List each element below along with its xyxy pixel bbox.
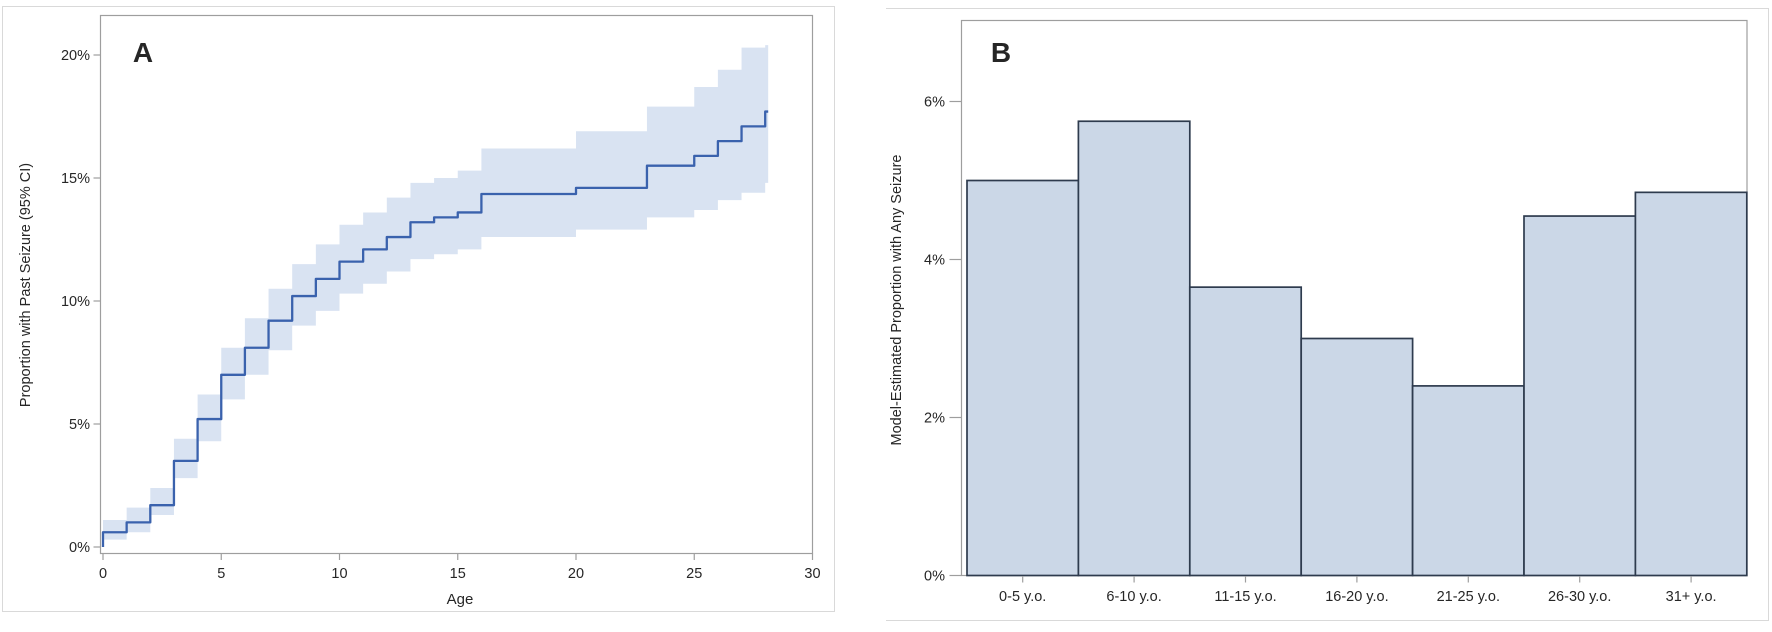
x-tick-label: 15 <box>450 566 466 582</box>
x-category-label: 11-15 y.o. <box>1214 589 1276 605</box>
y-axis: 0% 5% 10% 15% 20% <box>61 48 101 556</box>
y-axis-title: Model-Estimated Proportion with Any Seiz… <box>889 155 905 446</box>
bar-31+-y-o- <box>1634 191 1748 577</box>
y-axis: 0% 2% 4% 6% <box>924 95 962 585</box>
x-tick-label: 20 <box>568 566 584 582</box>
x-tick-label: 0 <box>99 566 107 582</box>
y-tick-label: 0% <box>924 569 945 585</box>
x-category-label: 21-25 y.o. <box>1437 589 1500 605</box>
bar-11-15-y-o- <box>1188 286 1303 577</box>
panel-a-step-chart: 0% 5% 10% 15% 20% 0 5 10 15 20 25 30 Age Proportion w… <box>2 6 835 612</box>
panel-b-bar-chart: 0% 2% 4% 6% 0-5 y.o. 6-10 y.o. 11-15 y.o. 16-20… <box>886 8 1769 621</box>
step-estimate-line <box>101 110 769 547</box>
x-tick-label: 5 <box>217 566 225 582</box>
y-tick-label: 10% <box>61 294 90 310</box>
x-tick-label: 25 <box>686 566 702 582</box>
x-tick-label: 30 <box>804 566 820 582</box>
x-category-label: 0-5 y.o. <box>999 589 1046 605</box>
bar-series <box>966 120 1748 577</box>
y-tick-label: 4% <box>924 253 945 269</box>
panel-b-outer-border <box>886 8 1769 621</box>
y-tick-label: 15% <box>61 171 90 187</box>
bar-6-10-y-o- <box>1077 120 1191 577</box>
x-tick-label: 10 <box>331 566 347 582</box>
plot-frame <box>99 14 814 555</box>
panel-b-letter: B <box>991 37 1011 68</box>
x-axis: 0 5 10 15 20 25 30 <box>99 553 821 582</box>
panel-a-letter: A <box>133 37 153 68</box>
ci-band-95 <box>103 45 769 540</box>
y-tick-label: 20% <box>61 48 90 64</box>
x-category-label: 31+ y.o. <box>1666 589 1717 605</box>
y-tick-label: 6% <box>924 95 945 111</box>
x-category-label: 16-20 y.o. <box>1325 589 1388 605</box>
y-tick-label: 2% <box>924 411 945 427</box>
bar-16-20-y-o- <box>1300 337 1414 577</box>
x-axis-title: Age <box>447 591 474 608</box>
y-tick-label: 5% <box>69 417 90 433</box>
bar-0-5-y-o- <box>966 179 1080 577</box>
panel-a-outer-border <box>2 6 835 612</box>
bar-21-25-y-o- <box>1411 385 1525 577</box>
y-tick-label: 0% <box>69 540 90 556</box>
x-axis: 0-5 y.o. 6-10 y.o. 11-15 y.o. 16-20 y.o. 21-… <box>999 576 1717 605</box>
bar-26-30-y-o- <box>1523 215 1637 577</box>
y-axis-title: Proportion with Past Seizure (95% CI) <box>18 163 34 407</box>
x-category-label: 6-10 y.o. <box>1106 589 1161 605</box>
x-category-label: 26-30 y.o. <box>1548 589 1611 605</box>
